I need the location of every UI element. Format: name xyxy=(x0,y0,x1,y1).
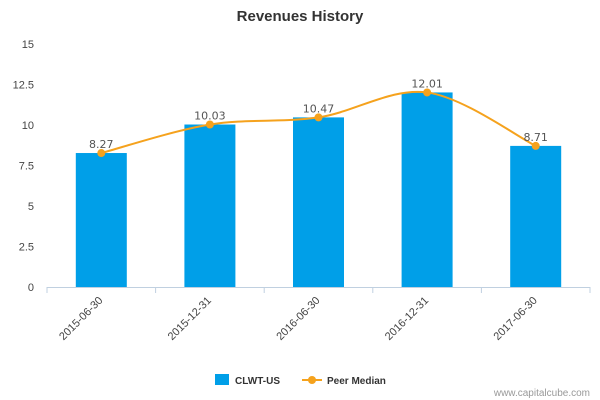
x-tick-label: 2015-06-30 xyxy=(57,295,105,343)
peer-median-point-2016-12-31[interactable] xyxy=(423,88,432,97)
x-tick-label: 2016-06-30 xyxy=(274,295,322,343)
x-tick-label: 2016-12-31 xyxy=(383,295,431,343)
bar-2015-12-31[interactable] xyxy=(184,124,236,287)
data-label: 12.01 xyxy=(411,77,443,90)
data-label: 8.27 xyxy=(89,138,114,151)
credit-link[interactable]: www.capitalcube.com xyxy=(493,388,590,399)
y-tick-label: 10 xyxy=(22,120,34,132)
peer-median-point-2017-06-30[interactable] xyxy=(531,141,540,150)
bar-2017-06-30[interactable] xyxy=(510,145,562,287)
peer-median-point-2016-06-30[interactable] xyxy=(314,113,323,122)
legend[interactable]: CLWT-US Peer Median xyxy=(215,374,386,387)
x-tick-label: 2017-06-30 xyxy=(492,295,540,343)
x-tick-label: 2015-12-31 xyxy=(166,295,214,343)
bar-2016-06-30[interactable] xyxy=(293,117,344,287)
legend-swatch-peer-median-marker xyxy=(308,376,316,384)
bar-2016-12-31[interactable] xyxy=(401,92,453,287)
data-label: 8.71 xyxy=(523,131,548,144)
data-label: 10.03 xyxy=(194,110,226,123)
peer-median-line-series xyxy=(97,88,540,158)
x-axis-ticks: 2015-06-30 2015-12-31 2016-06-30 2016-12-31… xyxy=(57,295,540,343)
peer-median-point-2015-06-30[interactable] xyxy=(97,149,106,158)
y-tick-label: 0 xyxy=(28,282,34,294)
y-axis-ticks: 0 2.5 5 7.5 10 12.5 15 xyxy=(13,39,34,294)
y-tick-label: 12.5 xyxy=(13,80,34,92)
y-tick-label: 7.5 xyxy=(19,161,34,173)
peer-median-point-2015-12-31[interactable] xyxy=(205,120,214,129)
legend-swatch-clwt xyxy=(215,374,229,385)
chart-title: Revenues History xyxy=(237,8,364,25)
y-tick-label: 2.5 xyxy=(19,242,34,254)
data-label: 10.47 xyxy=(303,102,335,115)
legend-label-clwt[interactable]: CLWT-US xyxy=(235,376,280,387)
x-axis xyxy=(46,287,591,293)
bar-series xyxy=(75,92,562,287)
y-tick-label: 15 xyxy=(22,39,34,51)
data-labels: 8.27 10.03 10.47 12.01 8.71 xyxy=(89,77,548,151)
bar-2015-06-30[interactable] xyxy=(75,153,127,287)
legend-label-peer-median[interactable]: Peer Median xyxy=(327,376,386,387)
y-tick-label: 5 xyxy=(28,201,34,213)
